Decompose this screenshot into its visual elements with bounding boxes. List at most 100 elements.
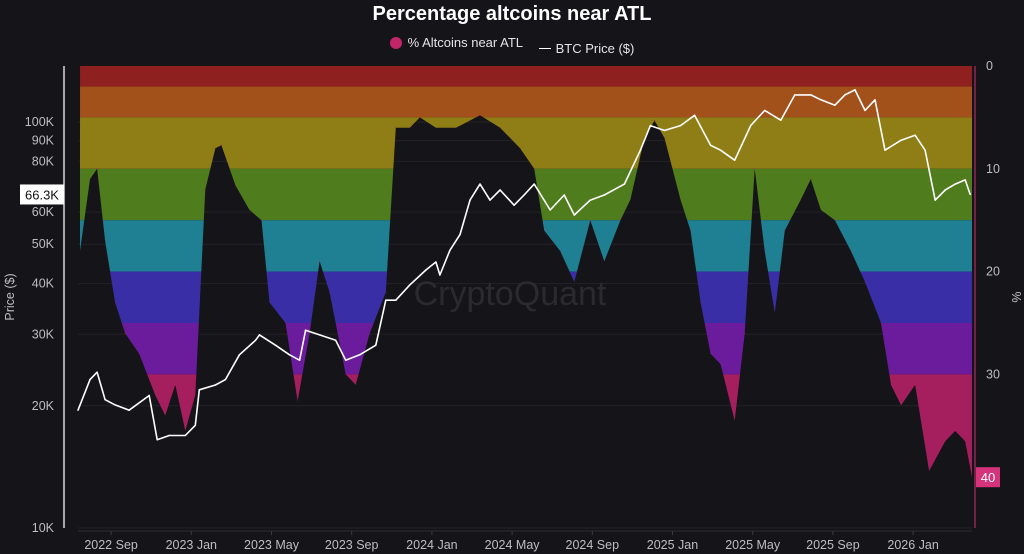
x-tick-label: 2025 May: [725, 538, 781, 552]
altcoin-point: [810, 178, 812, 180]
legend-item-btc[interactable]: BTC Price ($): [538, 41, 634, 56]
altcoin-point: [194, 394, 197, 396]
btc-price-point: [77, 409, 79, 411]
btc-price-point: [288, 354, 291, 356]
altcoin-point: [328, 291, 331, 293]
altcoin-point: [104, 239, 106, 242]
x-tick-label: 2026 Jan: [887, 538, 938, 552]
altcoin-point: [409, 126, 411, 129]
btc-price-point: [639, 149, 642, 151]
btc-price-point: [254, 339, 257, 341]
btc-price-point: [549, 209, 551, 211]
altcoin-point: [773, 311, 776, 314]
altcoin-point: [709, 353, 712, 355]
altcoin-point: [699, 301, 702, 304]
btc-price-point: [469, 199, 471, 201]
btc-price-point: [679, 124, 682, 127]
altcoin-point: [214, 147, 217, 150]
btc-price-point: [834, 104, 836, 106]
btc-price-point: [854, 89, 856, 91]
y-left-tick-label: 10K: [32, 521, 55, 535]
altcoin-point: [384, 291, 387, 293]
btc-price-point: [439, 274, 441, 276]
btc-price-point: [969, 193, 971, 196]
x-tick-label: 2023 May: [244, 538, 300, 552]
btc-price-point: [334, 339, 337, 341]
btc-price-point: [459, 233, 461, 236]
altcoin-point: [234, 184, 237, 187]
btc-price-point: [214, 384, 217, 386]
y-left-tick-label: 30K: [32, 327, 55, 341]
altcoin-point: [138, 353, 140, 355]
altcoin-point: [248, 209, 251, 211]
y-left-tick-label: 20K: [32, 399, 55, 413]
y-right-axis-title: %: [1009, 291, 1023, 302]
altcoin-point: [499, 126, 501, 129]
watermark: CryptoQuant: [414, 275, 607, 313]
current-price-badge: [20, 184, 64, 205]
zone-band: [80, 220, 972, 272]
altcoin-point: [880, 322, 882, 324]
x-tick-label: 2024 Sep: [566, 538, 620, 552]
btc-price-point: [385, 299, 387, 301]
y-left-axis-title: Price ($): [3, 273, 17, 320]
btc-price-point: [168, 434, 170, 437]
btc-price-point: [304, 329, 307, 331]
btc-price-point: [589, 199, 591, 201]
btc-price-point: [156, 439, 158, 441]
altcoin-point: [114, 301, 116, 304]
y-left-tick-label: 50K: [32, 237, 55, 251]
altcoin-point: [783, 229, 786, 232]
btc-price-point: [709, 144, 712, 147]
altcoin-point: [479, 114, 481, 117]
y-left-tick-label: 90K: [32, 134, 55, 148]
altcoin-point: [419, 116, 421, 119]
altcoin-point: [800, 198, 802, 201]
altcoin-point: [318, 260, 321, 263]
y-right-tick-label: 0: [986, 59, 993, 73]
altcoin-point: [455, 126, 457, 129]
btc-price-point: [513, 204, 515, 206]
altcoin-point: [296, 400, 299, 402]
altcoin-point: [154, 394, 157, 396]
altcoin-point: [834, 219, 836, 221]
btc-price-point: [395, 299, 397, 301]
btc-price-point: [924, 149, 926, 151]
altcoin-point: [435, 126, 437, 129]
altcoin-point: [519, 147, 521, 150]
btc-price-point: [523, 194, 525, 196]
altcoin-point: [543, 229, 545, 232]
altcoin-point: [653, 119, 656, 122]
btc-price-point: [449, 249, 451, 252]
btc-price-point: [764, 109, 766, 112]
btc-price-point: [719, 149, 722, 151]
btc-price-point: [489, 199, 491, 201]
altcoin-point: [763, 250, 766, 252]
btc-price-point: [375, 344, 377, 346]
altcoin-point: [559, 250, 562, 252]
btc-price-point: [649, 124, 652, 127]
altcoin-point: [864, 281, 866, 283]
legend-line-icon: [538, 47, 551, 49]
btc-price-point: [964, 179, 966, 181]
altcoin-point: [971, 476, 973, 478]
btc-price-point: [344, 359, 347, 361]
altcoin-point: [928, 470, 930, 472]
altcoin-point: [469, 119, 471, 122]
x-tick-label: 2022 Sep: [84, 538, 138, 552]
y-right-tick-label: 10: [986, 162, 1000, 176]
btc-price-point: [224, 378, 227, 381]
btc-price-point: [499, 189, 501, 191]
altcoin-point: [395, 126, 397, 129]
btc-price-point: [844, 94, 846, 96]
altcoin-point: [914, 383, 916, 386]
y-left-tick-label: 80K: [32, 154, 55, 168]
legend-item-altcoins[interactable]: % Altcoins near ATL: [389, 35, 523, 50]
btc-price-point: [198, 389, 201, 391]
altcoin-point: [733, 419, 736, 422]
btc-price-point: [318, 334, 321, 336]
btc-price-point: [944, 189, 946, 191]
altcoin-point: [964, 440, 967, 443]
current-pct-label: 40: [981, 470, 995, 485]
btc-price-point: [89, 378, 91, 381]
